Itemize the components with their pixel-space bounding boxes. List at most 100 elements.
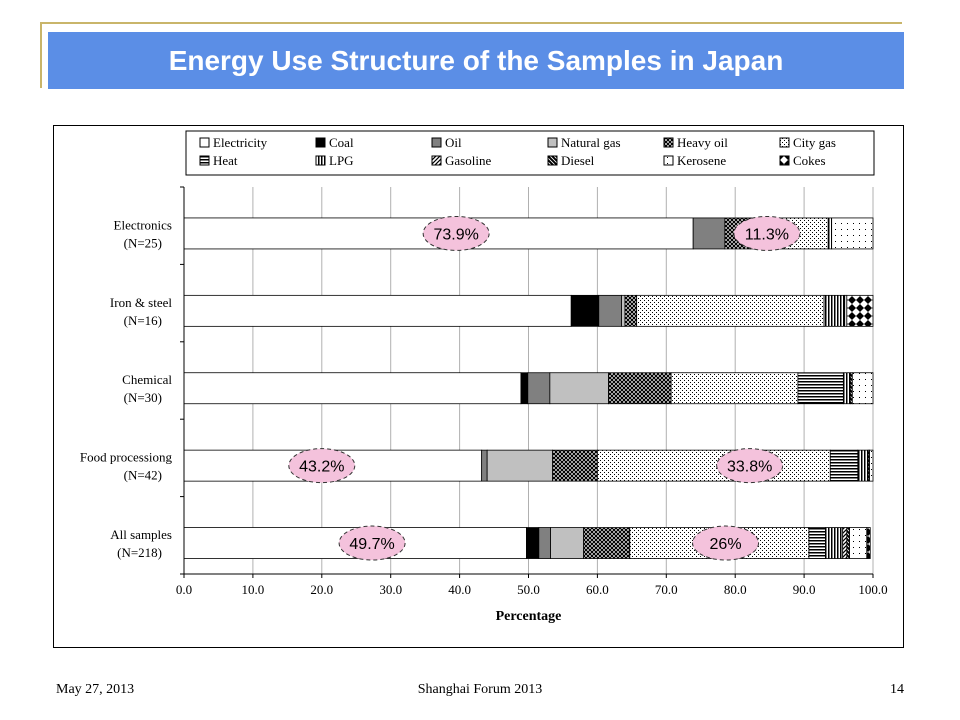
- bar-segment-natural-gas: [549, 372, 609, 405]
- bar-segment-electricity: [183, 294, 572, 327]
- bar-segment-diesel: [846, 527, 850, 559]
- bar-segment-natural-gas: [621, 294, 626, 327]
- callout-text: 73.9%: [433, 226, 478, 243]
- bar-segment-coal: [526, 527, 540, 559]
- callout-bubble: [338, 525, 406, 561]
- legend-swatch-kerosene: [663, 155, 674, 166]
- category-count-label: (N=16): [124, 313, 162, 328]
- callout-text: 43.2%: [299, 459, 344, 476]
- x-tick-label: 50.0: [517, 582, 540, 597]
- legend-box: [185, 130, 875, 176]
- bar-segment-oil: [527, 372, 551, 405]
- bar-segment-coal: [520, 372, 529, 405]
- x-axis-label: Percentage: [496, 609, 562, 624]
- legend-swatch-oil: [431, 137, 442, 148]
- legend-label: Natural gas: [561, 135, 621, 150]
- legend-label: Kerosene: [677, 153, 726, 168]
- bar-segment-oil: [481, 449, 488, 482]
- legend-swatch-city-gas: [779, 137, 790, 148]
- x-tick-label: 30.0: [379, 582, 402, 597]
- bar-segment-natural-gas: [486, 449, 554, 482]
- x-tick-label: 70.0: [655, 582, 678, 597]
- callout-bubble: [716, 448, 784, 484]
- bar-segment-oil: [538, 527, 551, 559]
- bar-segment-coal: [570, 294, 600, 327]
- category-label: Chemical: [122, 372, 172, 387]
- bar-segment-heat: [808, 527, 826, 559]
- category-label: All samples: [110, 527, 172, 542]
- callout-bubble: [733, 215, 801, 251]
- legend-swatch-coal: [315, 137, 326, 148]
- bar-segment-heat: [829, 449, 859, 482]
- bar-segment-lpg: [827, 217, 833, 250]
- legend-swatch-natural-gas: [547, 137, 558, 148]
- bar-segment-lpg: [825, 527, 844, 559]
- legend-label: Coal: [329, 135, 354, 150]
- callout-bubble: [422, 215, 490, 251]
- legend-swatch-lpg: [315, 155, 326, 166]
- legend-swatch-cokes: [779, 155, 790, 166]
- footer-date: May 27, 2013: [56, 682, 135, 697]
- x-tick-label: 10.0: [242, 582, 265, 597]
- bar-segment-lpg: [857, 449, 869, 482]
- bar-segment-kerosene: [851, 372, 874, 405]
- legend-swatch-heat: [199, 155, 210, 166]
- legend-label: LPG: [329, 153, 354, 168]
- category-label: Electronics: [114, 217, 172, 232]
- callout-text: 26%: [710, 536, 742, 553]
- legend-label: Oil: [445, 135, 462, 150]
- legend-label: Diesel: [561, 153, 595, 168]
- bar-segment-city-gas: [670, 372, 799, 405]
- category-label: Food processiong: [80, 450, 173, 465]
- category-label: Iron & steel: [110, 295, 172, 310]
- legend-label: Heavy oil: [677, 135, 728, 150]
- decorative-line-top: [40, 22, 902, 24]
- bar-segment-cokes: [846, 294, 874, 327]
- bar-segment-heavy-oil: [608, 372, 672, 405]
- x-tick-label: 0.0: [176, 582, 192, 597]
- bar-segment-city-gas: [597, 449, 831, 482]
- legend-swatch-heavy-oil: [663, 137, 674, 148]
- legend-label: Gasoline: [445, 153, 491, 168]
- bar-segment-heavy-oil: [583, 527, 631, 559]
- x-tick-label: 80.0: [724, 582, 747, 597]
- bar-segment-oil: [598, 294, 622, 327]
- bar-segment-electricity: [183, 372, 522, 405]
- x-tick-label: 60.0: [586, 582, 609, 597]
- bar-segment-lpg: [842, 372, 851, 405]
- decorative-line-left: [40, 22, 42, 88]
- bar-segment-city-gas: [636, 294, 825, 327]
- callout-text: 33.8%: [727, 459, 772, 476]
- x-tick-label: 20.0: [310, 582, 333, 597]
- footer-event: Shanghai Forum 2013: [417, 682, 543, 697]
- callout-bubble: [288, 448, 356, 484]
- bar-segment-kerosene: [869, 449, 874, 482]
- callout-text: 49.7%: [349, 536, 394, 553]
- bar-segment-kerosene: [849, 527, 868, 559]
- page-number: 14: [890, 682, 904, 697]
- category-count-label: (N=42): [124, 468, 162, 483]
- bar-segment-kerosene: [831, 217, 874, 250]
- x-tick-label: 90.0: [793, 582, 816, 597]
- title-bar: [48, 32, 904, 89]
- callout-text: 11.3%: [745, 226, 789, 243]
- legend-label: City gas: [793, 135, 836, 150]
- bar-segment-lpg: [823, 294, 846, 327]
- bar-segment-heavy-oil: [624, 294, 638, 327]
- bar-segment-heat: [797, 372, 844, 405]
- legend-label: Cokes: [793, 153, 826, 168]
- bar-segment-natural-gas: [550, 527, 585, 559]
- legend-swatch-electricity: [199, 137, 210, 148]
- bar-segment-heavy-oil: [552, 449, 598, 482]
- bar-segment-cokes: [866, 527, 871, 559]
- callout-bubble: [692, 525, 760, 561]
- slide-title: Energy Use Structure of the Samples in J…: [168, 45, 784, 76]
- legend-swatch-gasoline: [431, 155, 442, 166]
- legend-swatch-diesel: [547, 155, 558, 166]
- x-tick-label: 40.0: [448, 582, 471, 597]
- legend-label: Heat: [213, 153, 238, 168]
- category-count-label: (N=218): [117, 545, 162, 560]
- bar-segment-gasoline: [842, 527, 848, 559]
- category-count-label: (N=25): [124, 235, 162, 250]
